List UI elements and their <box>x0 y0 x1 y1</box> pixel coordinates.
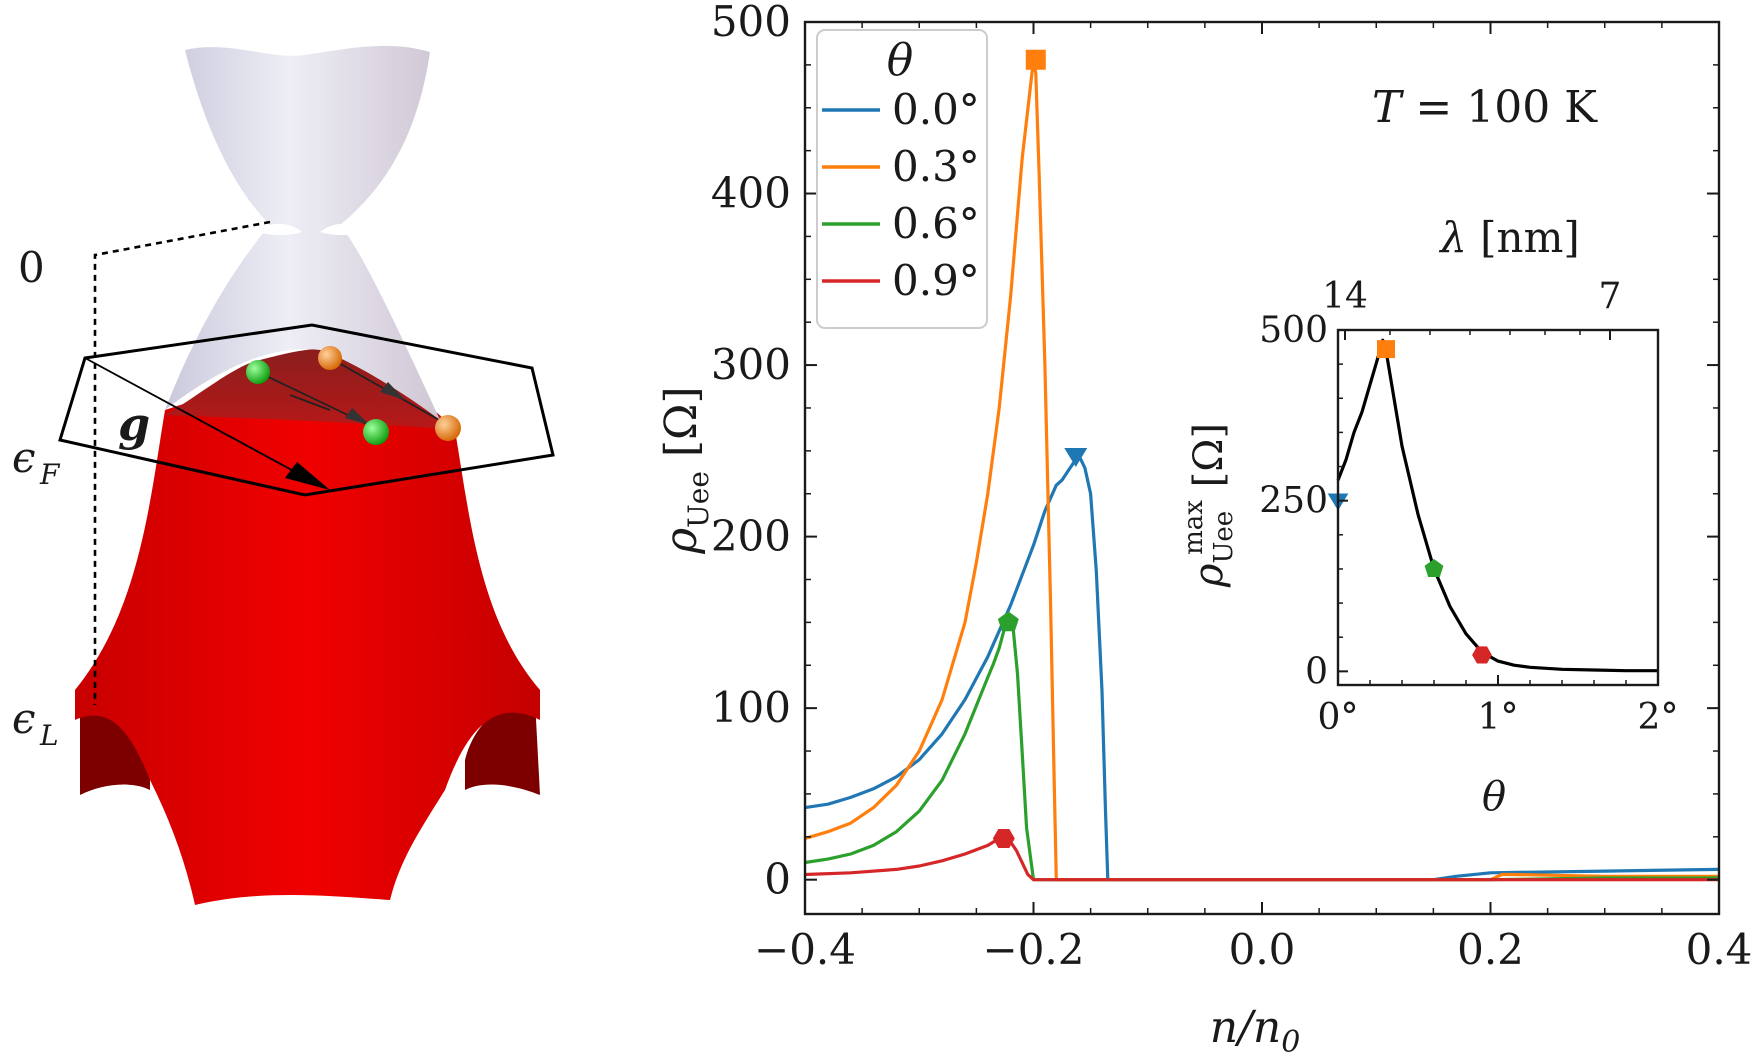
y-tick-label: 100 <box>711 683 791 732</box>
inset-marker-1 <box>1377 340 1395 359</box>
upper-cone <box>165 45 440 420</box>
dirac-gap-2 <box>320 223 365 235</box>
series-peak-marker-3 <box>992 829 1015 848</box>
scatter-arrowhead-1-icon <box>345 408 370 425</box>
energy-zero-label: 0 <box>18 243 45 292</box>
main-x-axis-label: n/n0 <box>1210 1002 1301 1052</box>
inset-marker-3 <box>1472 646 1492 664</box>
electron-green-2 <box>363 419 389 445</box>
y-tick-label: 500 <box>711 0 791 46</box>
electron-green-1 <box>246 360 270 384</box>
inset-y-tick-label: 250 <box>1259 481 1328 522</box>
inset-line-0 <box>1336 338 1658 673</box>
inset-top-tick-label: 14 <box>1322 276 1368 317</box>
y-tick-label: 300 <box>711 340 791 389</box>
series-peak-marker-1 <box>1025 49 1046 70</box>
electron-orange-2 <box>435 415 461 441</box>
x-tick-label: 0.4 <box>1686 925 1751 974</box>
band-flap-left <box>80 700 150 795</box>
inset-x-tick-label: 1° <box>1478 697 1519 738</box>
x-tick-label: 0.2 <box>1457 925 1524 974</box>
band-cap <box>165 348 455 430</box>
main-series-group <box>804 49 1720 882</box>
svg-text:ρUeemax [Ω]: ρUeemax [Ω] <box>1179 423 1239 588</box>
inset-background <box>1338 330 1658 685</box>
dirac-gap <box>258 223 302 235</box>
legend-label-2: 0.6° <box>892 199 980 248</box>
x-tick-label: −0.4 <box>754 925 856 974</box>
y-tick-label: 200 <box>711 512 791 561</box>
y-tick-label: 400 <box>711 169 791 218</box>
inset-y-tick-label: 0 <box>1305 651 1328 692</box>
svg-text:ρUee [Ω]: ρUee [Ω] <box>656 386 715 554</box>
legend-label-1: 0.3° <box>892 142 980 191</box>
band-flap-right <box>465 700 540 795</box>
lifshitz-energy-subscript: L <box>39 719 59 752</box>
g-arrowhead-icon <box>285 462 330 490</box>
main-y-axis-label: ρUee [Ω] <box>656 386 715 554</box>
lifshitz-energy-label: ϵ <box>12 694 36 743</box>
fermi-energy-subscript: F <box>39 458 61 491</box>
inset-y-tick-label: 500 <box>1259 310 1328 351</box>
series-peak-marker-2 <box>997 611 1019 632</box>
y-tick-label: 0 <box>764 855 791 904</box>
lower-band-surface <box>75 370 540 905</box>
legend-items: 0.0° 0.3° 0.6° 0.9° <box>822 85 980 305</box>
inset-top-tick-label: 7 <box>1599 276 1622 317</box>
legend: θ 0.0° 0.3° 0.6° 0.9° <box>816 29 988 329</box>
g-vector-arrow <box>84 357 326 489</box>
scatter-arrow-3 <box>289 394 331 411</box>
inset-x-tick-label: 0° <box>1318 697 1359 738</box>
inset-y-axis-label: ρUeemax [Ω] <box>1179 423 1239 588</box>
main-chart: −0.4 −0.2 0.0 0.2 0.4 0 100 200 300 400 500 n/n0 ρ… <box>656 0 1751 1052</box>
legend-label-3: 0.9° <box>892 256 980 305</box>
fermi-energy-label: ϵ <box>12 433 36 482</box>
inset-x-axis-label: θ <box>1482 774 1506 820</box>
scatter-arrowhead-2-icon <box>380 382 405 400</box>
legend-title: θ <box>887 35 914 86</box>
x-tick-label: −0.2 <box>983 925 1085 974</box>
electron-orange-1 <box>318 346 342 370</box>
series-peak-marker-0 <box>1064 447 1088 467</box>
brillouin-zone-hexagon <box>58 323 555 497</box>
inset-top-x-axis-label: λ [nm] <box>1438 213 1580 262</box>
g-vector-label: g <box>118 397 150 451</box>
x-tick-label: 0.0 <box>1229 925 1296 974</box>
main-ticks: −0.4 −0.2 0.0 0.2 0.4 0 100 200 300 400 500 <box>711 0 1751 974</box>
series-line-3 <box>804 836 1719 882</box>
legend-label-0: 0.0° <box>892 85 980 134</box>
band-structure-schematic: 0 g ϵ F ϵ L <box>12 45 555 905</box>
legend-box <box>816 29 988 329</box>
temperature-annotation: T = 100 K <box>1372 82 1598 133</box>
inset-x-tick-label: 2° <box>1638 697 1679 738</box>
energy-reference-dashed-line <box>93 220 271 705</box>
inset-marker-2 <box>1424 559 1444 577</box>
